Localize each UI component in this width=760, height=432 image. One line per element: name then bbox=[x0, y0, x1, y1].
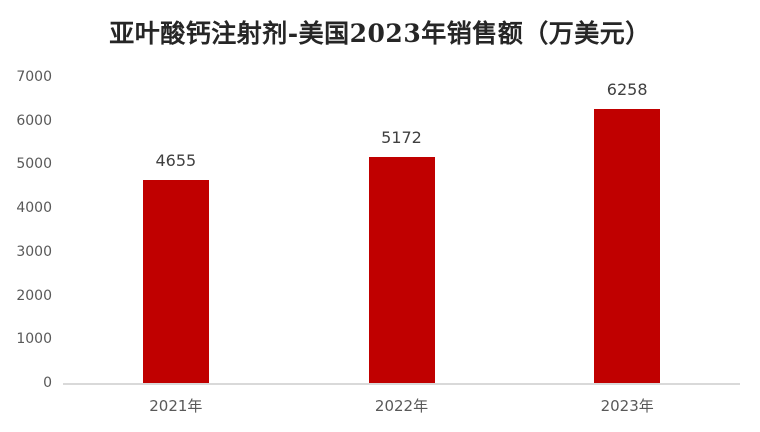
x-axis-line bbox=[63, 383, 740, 385]
chart-title: 亚叶酸钙注射剂-美国2023年销售额（万美元） bbox=[109, 19, 651, 48]
y-axis-tick-label: 3000 bbox=[16, 243, 52, 260]
bar-value-label: 5172 bbox=[381, 127, 422, 147]
x-axis-category-label: 2023年 bbox=[600, 397, 654, 415]
y-axis-tick-label: 7000 bbox=[16, 69, 52, 85]
y-axis-tick-label: 5000 bbox=[16, 156, 52, 173]
y-axis-tick-label: 2000 bbox=[16, 287, 52, 304]
y-axis-tick-label: 0 bbox=[43, 375, 52, 391]
y-axis-tick-label: 1000 bbox=[16, 331, 52, 348]
y-axis-tick-label: 6000 bbox=[16, 112, 52, 129]
y-axis-tick-label: 4000 bbox=[16, 200, 52, 217]
bar-value-label: 4655 bbox=[155, 150, 197, 170]
x-axis-category-label: 2022年 bbox=[374, 397, 429, 415]
bar-value-label: 6258 bbox=[606, 80, 648, 100]
bar bbox=[142, 179, 209, 383]
x-axis-category-label: 2021年 bbox=[149, 397, 203, 415]
bar bbox=[368, 156, 435, 383]
bar bbox=[594, 109, 661, 383]
